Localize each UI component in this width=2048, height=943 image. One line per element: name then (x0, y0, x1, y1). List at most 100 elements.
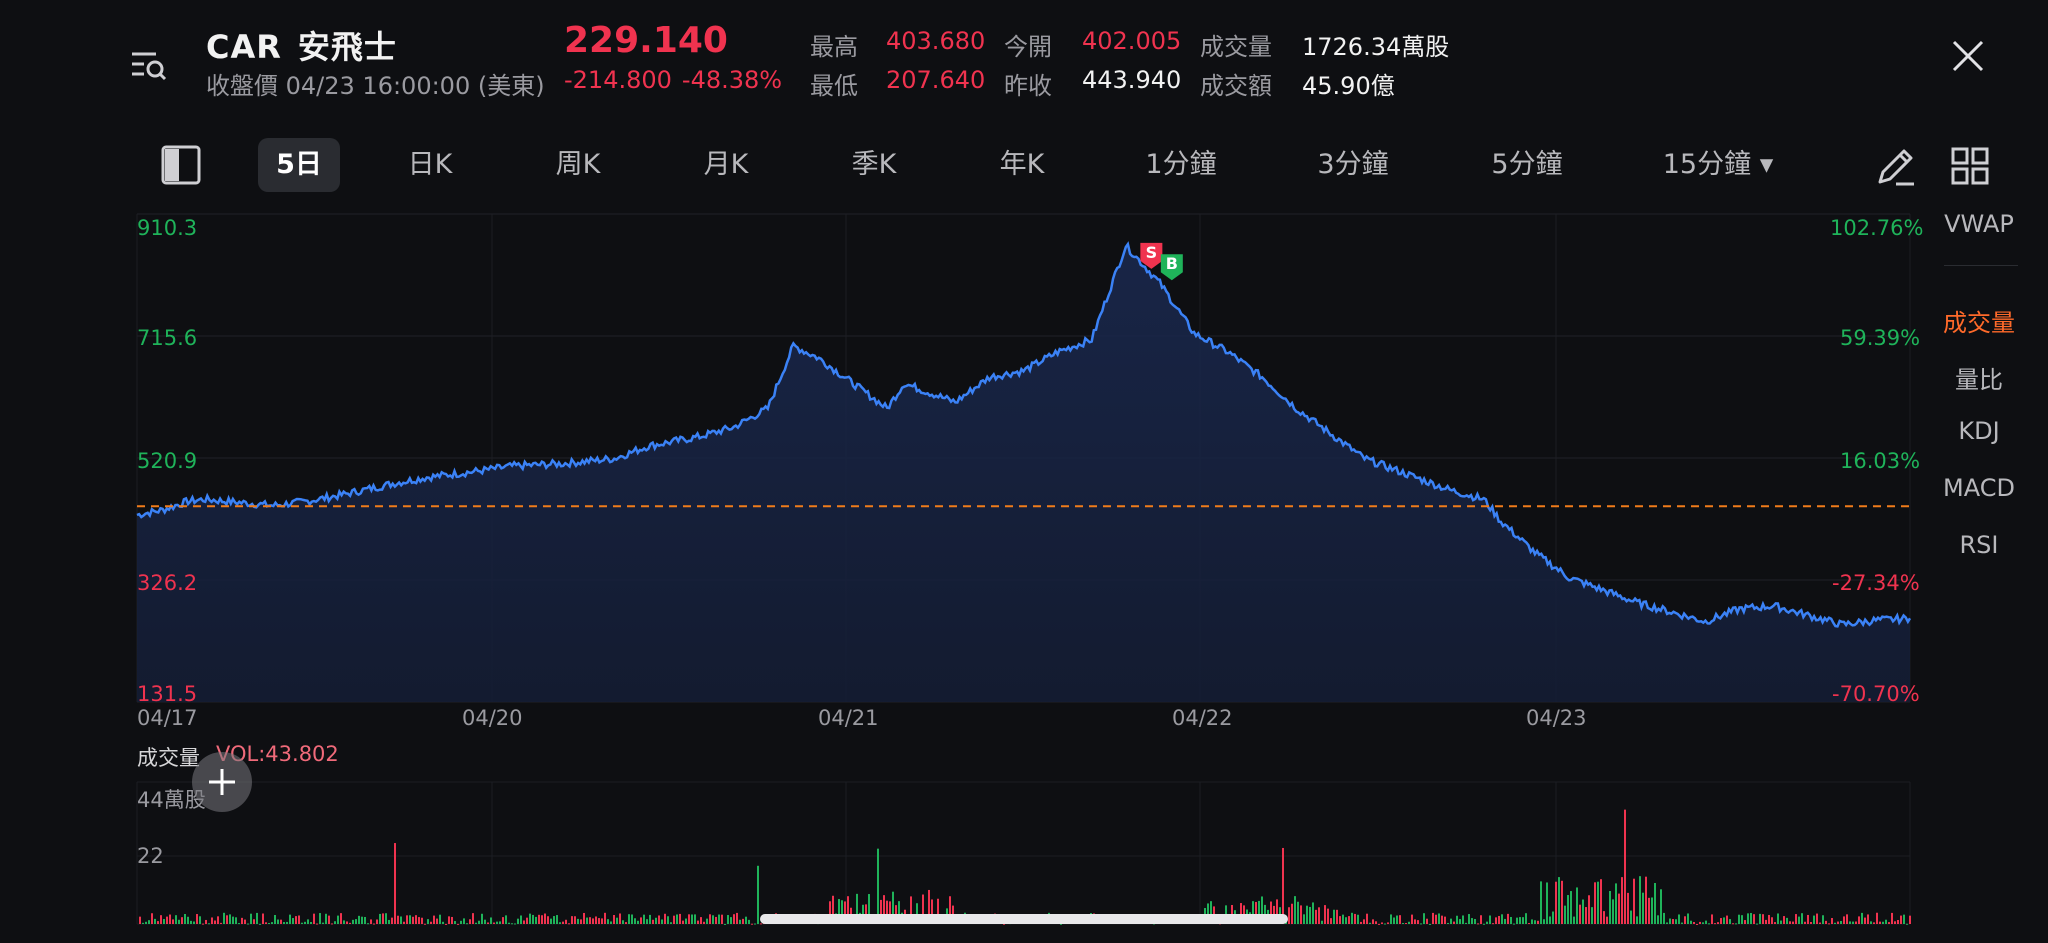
volume-bar (1585, 907, 1587, 924)
tab-5-day[interactable]: 5日 (258, 138, 340, 192)
grid-icon[interactable] (1950, 146, 1990, 186)
y-label-right-1: 59.39% (1840, 326, 1921, 350)
volume-bar (1366, 913, 1368, 924)
volume-bar (880, 899, 882, 924)
volume-bar (1693, 922, 1695, 924)
volume-bar (688, 914, 690, 924)
volume-bar (1834, 922, 1836, 924)
volume-bar (1414, 919, 1416, 924)
volume-bar (379, 913, 381, 924)
close-icon[interactable] (1948, 36, 1988, 76)
volume-bar (724, 923, 726, 925)
volume-bar (847, 896, 849, 924)
volume-bar (1429, 923, 1431, 925)
tab-day-k[interactable]: 日K (407, 149, 453, 180)
volume-bar (553, 916, 555, 924)
volume-bar (331, 923, 333, 925)
volume-bar (1687, 913, 1689, 924)
volume-bar (910, 896, 912, 924)
volume-bar (661, 919, 663, 924)
ticker-symbol: CAR (206, 28, 282, 66)
volume-bar (550, 918, 552, 924)
volume-bar (1330, 918, 1332, 924)
volume-bar (199, 916, 201, 924)
volume-bar (1393, 917, 1395, 924)
volume-bar (1747, 913, 1749, 924)
volume-bar (1450, 918, 1452, 924)
volume-bar (1717, 922, 1719, 924)
volume-bar (433, 915, 435, 924)
indicator-vwap[interactable]: VWAP (1944, 210, 2014, 238)
layout-toggle-icon[interactable] (160, 144, 202, 186)
tab-5-min[interactable]: 5分鐘 (1491, 149, 1563, 180)
volume-bar (505, 915, 507, 924)
volume-bar (1795, 914, 1797, 924)
volume-bar (1792, 921, 1794, 924)
volume-bar (298, 915, 300, 924)
tab-year-k[interactable]: 年K (999, 149, 1045, 180)
add-indicator-button[interactable] (192, 752, 252, 812)
volume-bar (1660, 889, 1662, 924)
volume-bar (652, 919, 654, 924)
volume-bar (1303, 914, 1305, 924)
y-label-right-2: 16.03% (1840, 449, 1921, 473)
volume-bar (295, 916, 297, 924)
volume-bar (736, 912, 738, 924)
volume-bar (742, 918, 744, 924)
volume-bar (1474, 918, 1476, 924)
volume-bar (1633, 878, 1635, 924)
volume-bar (454, 921, 456, 924)
volume-bar (1537, 920, 1539, 924)
volume-bar (829, 901, 831, 924)
volume-bar (1597, 881, 1599, 924)
volume-bar (235, 917, 237, 924)
volume-bar (1636, 916, 1638, 924)
volume-bar (577, 918, 579, 924)
volume-bar (370, 919, 372, 924)
tab-1-min[interactable]: 1分鐘 (1145, 149, 1217, 180)
volume-bar (358, 915, 360, 924)
svg-text:B: B (1166, 254, 1178, 273)
volume-bar (1837, 921, 1839, 924)
volume-bar (529, 913, 531, 924)
tab-quarter-k[interactable]: 季K (851, 149, 897, 180)
volume-bar (892, 891, 894, 924)
indicator-volume-ratio[interactable]: 量比 (1955, 366, 2003, 394)
tab-3-min[interactable]: 3分鐘 (1317, 149, 1389, 180)
indicator-kdj[interactable]: KDJ (1958, 417, 2000, 445)
volume-bar (274, 915, 276, 924)
volume-bar (1513, 923, 1515, 925)
price-change: -214.800 -48.38% (564, 66, 782, 94)
volume-bar (1456, 915, 1458, 924)
volume-bar (514, 923, 516, 925)
volume-bar (1492, 923, 1494, 925)
menu-search-icon[interactable] (128, 46, 168, 86)
volume-bar (457, 923, 459, 925)
volume-bar (1807, 914, 1809, 924)
volume-bar (244, 919, 246, 924)
volume-bar (1402, 922, 1404, 924)
volume-bar (535, 916, 537, 924)
volume-bar (1573, 916, 1575, 924)
tab-15-min-dropdown[interactable]: 15分鐘 ▾ (1662, 149, 1774, 180)
indicator-rsi[interactable]: RSI (1959, 531, 1999, 559)
indicator-macd[interactable]: MACD (1943, 474, 2015, 502)
indicator-volume[interactable]: 成交量 (1943, 309, 2015, 337)
volume-bar (1738, 914, 1740, 924)
tab-week-k[interactable]: 周K (555, 149, 601, 180)
volume-bar (1645, 876, 1647, 924)
volume-bar (1681, 922, 1683, 924)
price-line (136, 241, 1912, 628)
tab-month-k[interactable]: 月K (703, 149, 749, 180)
volume-bar (1258, 900, 1260, 924)
volume-bar (682, 920, 684, 924)
volume-bar (241, 917, 243, 924)
volume-bar (1546, 882, 1548, 924)
volume-value: 1726.34萬股 (1302, 33, 1450, 61)
pen-icon[interactable] (1874, 144, 1918, 188)
volume-bar (1894, 921, 1896, 924)
prev-close-value: 443.940 (1082, 66, 1182, 94)
volume-bar (1315, 909, 1317, 924)
volume-bar (262, 913, 264, 924)
